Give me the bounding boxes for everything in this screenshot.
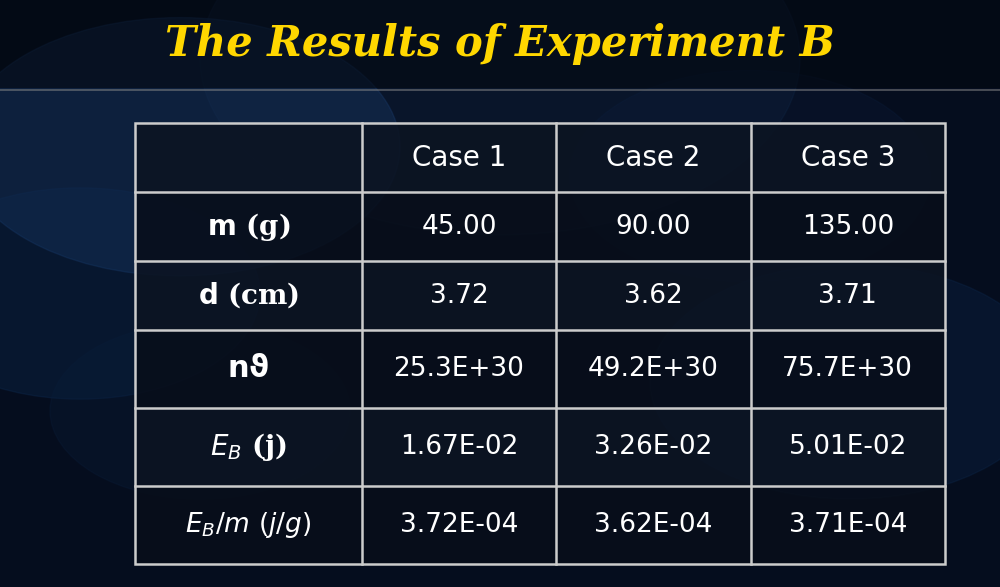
Bar <box>362 261 556 330</box>
Bar <box>362 123 556 192</box>
Circle shape <box>0 188 260 399</box>
Text: $\mathbf{n\vartheta}$: $\mathbf{n\vartheta}$ <box>227 353 270 384</box>
Bar <box>362 192 556 261</box>
Text: 45.00: 45.00 <box>421 214 497 239</box>
Bar <box>362 485 556 564</box>
Text: The Results of Experiment B: The Results of Experiment B <box>165 23 835 65</box>
Bar <box>0 89 1000 91</box>
Bar <box>556 123 751 192</box>
Bar <box>751 192 945 261</box>
Bar <box>362 330 556 408</box>
Bar <box>135 261 362 330</box>
Bar <box>135 192 362 261</box>
Text: $\mathit{E}_{B}$ (j): $\mathit{E}_{B}$ (j) <box>210 431 287 463</box>
Bar <box>135 330 362 408</box>
Bar <box>556 485 751 564</box>
Bar <box>556 261 751 330</box>
Text: 75.7E+30: 75.7E+30 <box>782 356 913 382</box>
Circle shape <box>570 70 930 282</box>
Circle shape <box>200 0 800 235</box>
Text: 3.62: 3.62 <box>624 282 683 309</box>
Bar <box>135 408 362 485</box>
Text: 3.72E-04: 3.72E-04 <box>400 512 518 538</box>
Text: 90.00: 90.00 <box>616 214 691 239</box>
Circle shape <box>650 264 1000 499</box>
Text: 49.2E+30: 49.2E+30 <box>588 356 719 382</box>
Bar <box>556 408 751 485</box>
Text: 3.72: 3.72 <box>430 282 488 309</box>
Bar <box>135 123 362 192</box>
Text: 1.67E-02: 1.67E-02 <box>400 434 518 460</box>
Bar <box>751 408 945 485</box>
Bar <box>135 123 945 564</box>
Text: $\mathit{E}_{B}/\mathit{m}\ (\mathit{j}/\mathit{g})$: $\mathit{E}_{B}/\mathit{m}\ (\mathit{j}/… <box>185 510 312 539</box>
Text: 135.00: 135.00 <box>802 214 894 239</box>
Text: Case 1: Case 1 <box>412 144 506 172</box>
Text: 3.71: 3.71 <box>818 282 877 309</box>
Text: 5.01E-02: 5.01E-02 <box>789 434 907 460</box>
Bar <box>751 123 945 192</box>
Text: $\mathbf{m}$ (g): $\mathbf{m}$ (g) <box>207 211 290 242</box>
Circle shape <box>0 18 400 276</box>
Text: 3.62E-04: 3.62E-04 <box>594 512 713 538</box>
Bar <box>751 261 945 330</box>
Text: Case 3: Case 3 <box>801 144 895 172</box>
Bar <box>556 192 751 261</box>
Bar <box>135 485 362 564</box>
Text: 25.3E+30: 25.3E+30 <box>394 356 524 382</box>
Bar <box>362 408 556 485</box>
Bar <box>751 485 945 564</box>
Bar <box>0 0 1000 88</box>
Text: 3.26E-02: 3.26E-02 <box>594 434 713 460</box>
Circle shape <box>50 323 350 499</box>
Text: $\mathbf{d}$ (cm): $\mathbf{d}$ (cm) <box>198 281 299 311</box>
Bar <box>751 330 945 408</box>
Text: 3.71E-04: 3.71E-04 <box>789 512 907 538</box>
Text: Case 2: Case 2 <box>606 144 701 172</box>
Bar <box>556 330 751 408</box>
